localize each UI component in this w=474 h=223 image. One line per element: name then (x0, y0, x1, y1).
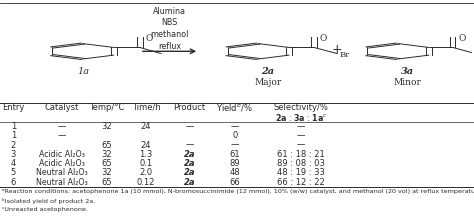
Text: 1.3: 1.3 (139, 150, 153, 159)
Text: 66 : 12 : 22: 66 : 12 : 22 (277, 178, 325, 187)
Text: 61: 61 (229, 150, 240, 159)
Text: Entry: Entry (2, 103, 25, 112)
Text: —: — (230, 122, 239, 131)
Text: 2a: 2a (184, 168, 195, 178)
Text: Temp/°C: Temp/°C (89, 103, 124, 112)
Text: 66: 66 (229, 178, 240, 187)
Text: 32: 32 (101, 150, 112, 159)
Text: 4: 4 (10, 159, 16, 168)
Text: —: — (230, 140, 239, 150)
Text: Product: Product (173, 103, 206, 112)
Text: Neutral Al₂O₃: Neutral Al₂O₃ (36, 168, 88, 178)
Text: 2a: 2a (261, 67, 274, 76)
Text: Acidic Al₂O₃: Acidic Al₂O₃ (39, 150, 84, 159)
Text: 3: 3 (10, 150, 16, 159)
Text: 0.12: 0.12 (137, 178, 155, 187)
Text: 3a: 3a (401, 67, 414, 76)
Text: 89 : 08 : 03: 89 : 08 : 03 (277, 159, 325, 168)
Text: Br: Br (340, 51, 350, 59)
Text: Acidic Al₂O₃: Acidic Al₂O₃ (39, 159, 84, 168)
Text: —: — (57, 122, 66, 131)
Text: Catalyst: Catalyst (45, 103, 79, 112)
Text: 61 : 18 : 21: 61 : 18 : 21 (277, 150, 325, 159)
Text: 65: 65 (101, 178, 112, 187)
Text: 1a: 1a (77, 67, 89, 76)
Text: —: — (297, 122, 305, 131)
Text: O: O (146, 34, 153, 43)
Text: —: — (185, 122, 194, 131)
Text: 5: 5 (10, 168, 16, 178)
Text: 89: 89 (229, 159, 240, 168)
Text: ᵃReaction conditions: acetophenone 1a (10 mmol), N-bromosuccinimide (12 mmol), 1: ᵃReaction conditions: acetophenone 1a (1… (2, 189, 474, 194)
Text: 32: 32 (101, 168, 112, 178)
Text: Alumina
NBS
methanol
reflux: Alumina NBS methanol reflux (150, 6, 189, 51)
Text: 1: 1 (10, 131, 16, 140)
Text: 2a: 2a (184, 150, 195, 159)
Text: 2a: 2a (184, 178, 195, 187)
Text: 6: 6 (10, 178, 16, 187)
Text: 24: 24 (141, 122, 151, 131)
Text: 0: 0 (232, 131, 237, 140)
Text: —: — (57, 131, 66, 140)
Text: 0.1: 0.1 (139, 159, 153, 168)
Text: Major: Major (254, 78, 282, 87)
Text: Yield$^b$/%: Yield$^b$/% (216, 101, 253, 114)
Text: Minor: Minor (394, 78, 421, 87)
Text: 32: 32 (101, 122, 112, 131)
Text: —: — (185, 140, 194, 150)
Text: 2a: 2a (184, 159, 195, 168)
Text: —: — (297, 131, 305, 140)
Text: ᵇIsolated yield of product 2a.: ᵇIsolated yield of product 2a. (2, 198, 95, 204)
Text: O: O (458, 34, 466, 43)
Text: —: — (297, 140, 305, 150)
Text: ᶜUnreacted acetophenone.: ᶜUnreacted acetophenone. (2, 207, 88, 212)
Text: 65: 65 (101, 140, 112, 150)
Text: $\bf{2a}$ : $\bf{3a}$ : $\bf{1a}$$^c$: $\bf{2a}$ : $\bf{3a}$ : $\bf{1a}$$^c$ (274, 112, 328, 122)
Text: Time/h: Time/h (132, 103, 160, 112)
Text: O: O (319, 34, 327, 43)
Text: +: + (331, 43, 342, 56)
Text: 2.0: 2.0 (139, 168, 153, 178)
Text: Selectivity/%: Selectivity/% (273, 103, 328, 112)
Text: 48 : 19 : 33: 48 : 19 : 33 (277, 168, 325, 178)
Text: 2: 2 (10, 140, 16, 150)
Text: 24: 24 (141, 140, 151, 150)
Text: 48: 48 (229, 168, 240, 178)
Text: Neutral Al₂O₃: Neutral Al₂O₃ (36, 178, 88, 187)
Text: 1: 1 (10, 122, 16, 131)
Text: 65: 65 (101, 159, 112, 168)
